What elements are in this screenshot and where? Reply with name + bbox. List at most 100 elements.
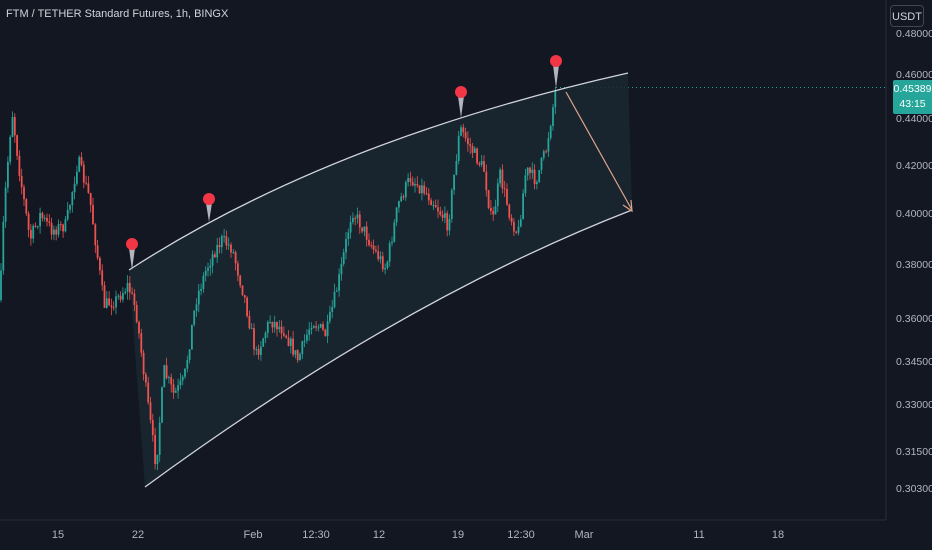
candle-body: [368, 239, 370, 246]
candle-body: [411, 181, 414, 186]
candle-body: [165, 365, 168, 378]
candle-body: [71, 192, 74, 206]
candle-body: [11, 116, 14, 137]
candle-body: [145, 374, 147, 383]
candle-body: [209, 265, 212, 268]
candle-body: [444, 213, 446, 218]
candle-body: [522, 193, 524, 220]
candle-body: [296, 350, 299, 361]
candle-body: [540, 157, 543, 170]
channel-lower-line[interactable]: [144, 209, 633, 488]
candle-body: [131, 292, 133, 294]
pivot-marker[interactable]: [550, 55, 562, 67]
price-axis[interactable]: 0.48000 0.46000 0.44000 0.42000 0.40000 0.380…: [896, 28, 932, 495]
candle-body: [207, 267, 209, 271]
candle-body: [122, 293, 124, 300]
channel-area: [129, 73, 632, 487]
candle-body: [250, 328, 253, 330]
pivot-marker[interactable]: [126, 238, 138, 250]
candle-body: [289, 338, 292, 346]
candle-body: [276, 322, 278, 330]
candle-body: [220, 236, 223, 248]
candle-body: [174, 390, 177, 393]
candle-body: [255, 349, 258, 351]
candle-body: [404, 182, 407, 198]
candle-body: [57, 224, 60, 235]
candle-body: [50, 222, 53, 235]
x-tick-label: 11: [693, 529, 704, 541]
pivot-pin: [206, 203, 212, 222]
candle-body: [526, 167, 529, 176]
candle-body: [151, 420, 154, 436]
candle-body: [531, 169, 534, 174]
pivot-marker[interactable]: [455, 86, 467, 98]
candle-body: [317, 327, 320, 329]
candle-body: [32, 225, 35, 239]
candle-body: [393, 222, 396, 242]
candle-body: [388, 243, 391, 262]
y-tick-label: 0.33000: [896, 399, 932, 411]
x-tick-label: 18: [772, 529, 784, 541]
candle-body: [292, 338, 294, 355]
arrow-head: [622, 199, 633, 213]
candle-body: [377, 251, 380, 260]
candle-body: [361, 227, 363, 232]
candle-body: [471, 146, 474, 153]
candle-body: [135, 304, 138, 322]
candle-body: [342, 252, 345, 264]
candle-body: [446, 213, 449, 231]
candle-body: [64, 219, 67, 232]
currency-unit-button[interactable]: USDT: [890, 5, 924, 27]
candle-body: [232, 252, 235, 254]
candle-body: [0, 270, 2, 300]
pivot-marker[interactable]: [203, 193, 215, 205]
time-axis[interactable]: 15 22 Feb 12:30 12 19 12:30 Mar 11 18: [52, 529, 784, 541]
candle-body: [103, 285, 106, 308]
candle-body: [503, 188, 506, 190]
candle-body: [496, 183, 499, 207]
candle-body: [437, 207, 439, 212]
candle-body: [407, 178, 409, 183]
candle-body: [2, 221, 5, 271]
candle-body: [80, 157, 83, 165]
candle-body: [78, 157, 81, 172]
candle-body: [218, 244, 221, 248]
candle-body: [126, 282, 129, 292]
candle-body: [381, 256, 384, 270]
candle-body: [154, 435, 156, 465]
candle-body: [23, 187, 25, 200]
candle-body: [177, 385, 179, 391]
candle-body: [253, 328, 255, 350]
candle-body: [20, 176, 23, 188]
candle-body: [400, 196, 403, 202]
candle-body: [536, 182, 538, 185]
candle-body: [379, 256, 382, 260]
candle-body: [306, 334, 308, 341]
candle-body: [322, 324, 324, 330]
candle-body: [453, 174, 455, 191]
candle-body: [476, 148, 478, 164]
candle-body: [331, 307, 334, 312]
candle-body: [262, 338, 265, 347]
candle-body: [524, 175, 527, 194]
candle-body: [138, 321, 140, 334]
y-tick-label: 0.30300: [896, 483, 932, 495]
y-tick-label: 0.48000: [896, 28, 932, 40]
candle-body: [273, 322, 276, 328]
candle-body: [140, 333, 143, 353]
candle-body: [480, 161, 483, 165]
candle-body: [170, 377, 173, 385]
candle-body: [246, 297, 248, 317]
candle-body: [191, 324, 193, 350]
candle-body: [303, 340, 306, 342]
candle-body: [257, 349, 260, 355]
candle-body: [333, 291, 336, 308]
candle-body: [39, 212, 41, 227]
projection-arrow[interactable]: [565, 91, 633, 213]
candle-body: [372, 245, 375, 250]
candle-body: [554, 91, 557, 108]
channel-upper-line[interactable]: [128, 72, 629, 271]
pivot-markers[interactable]: [126, 55, 562, 270]
candle-body: [347, 232, 350, 240]
